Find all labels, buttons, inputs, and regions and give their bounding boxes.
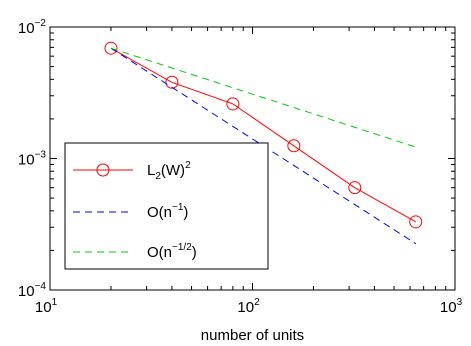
y-tick-label: 10−2 — [18, 18, 47, 37]
data-point — [348, 181, 362, 195]
x-tick-label: 103 — [440, 297, 463, 316]
y-tick-label: 10−3 — [18, 150, 47, 169]
data-point — [287, 139, 301, 153]
legend-marker — [96, 163, 110, 177]
x-tick-label: 102 — [237, 297, 260, 316]
x-axis-label: number of units — [201, 327, 304, 344]
axis-ticks — [49, 26, 456, 291]
legend: L2(W)2 O(n−1) O(n−1/2) — [64, 142, 269, 270]
data-point — [226, 97, 240, 111]
legend-label-1: O(n−1) — [147, 202, 188, 221]
legend-label-0: L2(W)2 — [147, 160, 191, 182]
legend-label-2: O(n−1/2) — [147, 242, 197, 261]
series-line-2 — [110, 47, 416, 148]
data-point — [104, 41, 118, 55]
data-point — [165, 75, 179, 89]
y-tick-label: 10−4 — [18, 281, 47, 300]
tick-labels: 101 102 103 10−4 10−3 10−2 — [18, 18, 463, 316]
legend-box — [64, 142, 269, 270]
x-tick-label: 101 — [35, 297, 58, 316]
data-point — [409, 215, 423, 229]
series-line-0 — [110, 47, 417, 223]
